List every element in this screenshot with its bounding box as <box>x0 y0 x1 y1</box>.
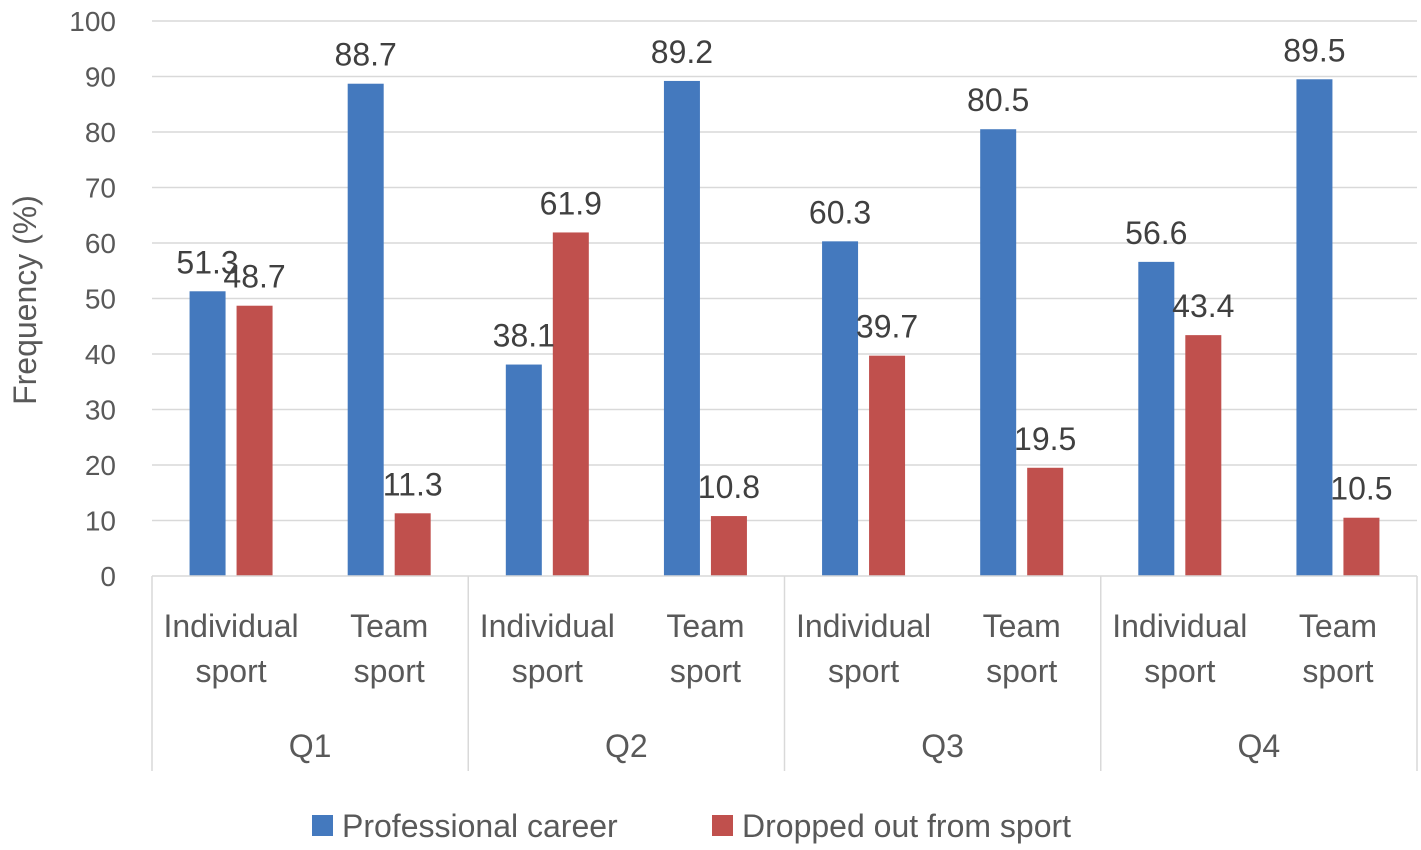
y-tick-label: 90 <box>85 62 116 93</box>
data-label: 39.7 <box>856 309 918 345</box>
category-label: sport <box>986 653 1057 689</box>
category-label: sport <box>670 653 741 689</box>
bar <box>869 355 906 576</box>
data-label: 88.7 <box>335 37 397 73</box>
data-label: 61.9 <box>540 185 602 221</box>
data-label: 89.5 <box>1283 32 1345 68</box>
bars <box>189 79 1380 577</box>
legend-label: Dropped out from sport <box>742 808 1071 844</box>
bar <box>980 129 1017 576</box>
bar <box>189 291 226 576</box>
group-label: Q4 <box>1238 728 1281 764</box>
y-tick-label: 10 <box>85 506 116 537</box>
data-label: 80.5 <box>967 82 1029 118</box>
group-label: Q2 <box>605 728 648 764</box>
data-label: 10.8 <box>698 469 760 505</box>
category-label: Individual <box>796 608 931 644</box>
y-axis-label: Frequency (%) <box>7 195 43 405</box>
category-label: sport <box>354 653 425 689</box>
legend-swatch <box>712 815 733 836</box>
y-tick-label: 30 <box>85 395 116 426</box>
category-label: sport <box>1302 653 1373 689</box>
x-axis: Individual sport Team sport Q1 Individual spor… <box>151 575 1418 771</box>
y-axis-ticks: 0 10 20 30 40 50 60 70 80 90 100 <box>69 6 116 592</box>
group-label: Q1 <box>289 728 332 764</box>
group-label: Q3 <box>921 728 964 764</box>
data-label: 89.2 <box>651 34 713 70</box>
y-tick-label: 20 <box>85 450 116 481</box>
category-label: sport <box>195 653 266 689</box>
gridlines <box>152 20 1417 522</box>
data-label: 51.3 <box>176 244 238 280</box>
y-tick-label: 80 <box>85 117 116 148</box>
legend: Professional career Dropped out from spor… <box>312 808 1071 844</box>
data-label: 48.7 <box>223 259 285 295</box>
bar <box>1185 335 1222 576</box>
bar <box>505 364 542 576</box>
y-tick-label: 60 <box>85 228 116 259</box>
bar <box>663 80 700 576</box>
data-label: 60.3 <box>809 194 871 230</box>
category-label: Team <box>350 608 428 644</box>
data-label: 38.1 <box>493 318 555 354</box>
y-tick-label: 70 <box>85 173 116 204</box>
category-label: Team <box>983 608 1061 644</box>
data-label: 43.4 <box>1172 288 1234 324</box>
y-tick-label: 0 <box>100 561 116 592</box>
category-label: Individual <box>480 608 615 644</box>
bar <box>1343 517 1380 576</box>
data-label: 10.5 <box>1330 471 1392 507</box>
data-label: 19.5 <box>1014 421 1076 457</box>
legend-swatch <box>312 815 333 836</box>
category-label: Team <box>666 608 744 644</box>
bar <box>822 241 859 576</box>
category-label: Team <box>1299 608 1377 644</box>
bar <box>1296 79 1333 577</box>
legend-label: Professional career <box>342 808 618 844</box>
bar <box>347 83 384 576</box>
y-tick-label: 40 <box>85 339 116 370</box>
data-label: 56.6 <box>1125 215 1187 251</box>
category-label: Individual <box>163 608 298 644</box>
category-label: sport <box>1144 653 1215 689</box>
data-label: 11.3 <box>383 466 443 502</box>
category-label: sport <box>512 653 583 689</box>
category-label: Individual <box>1112 608 1247 644</box>
bar <box>552 232 589 576</box>
y-tick-label: 100 <box>69 6 116 37</box>
category-label: sport <box>828 653 899 689</box>
bar <box>1138 261 1175 576</box>
bar <box>394 513 431 576</box>
bar <box>710 516 747 576</box>
bar <box>1027 467 1064 576</box>
y-tick-label: 50 <box>85 284 116 315</box>
data-labels: 51.348.7 88.7 11.3 38.1 61.9 89.2 10.8 60.3 39.7… <box>176 32 1392 506</box>
bar <box>236 305 273 576</box>
